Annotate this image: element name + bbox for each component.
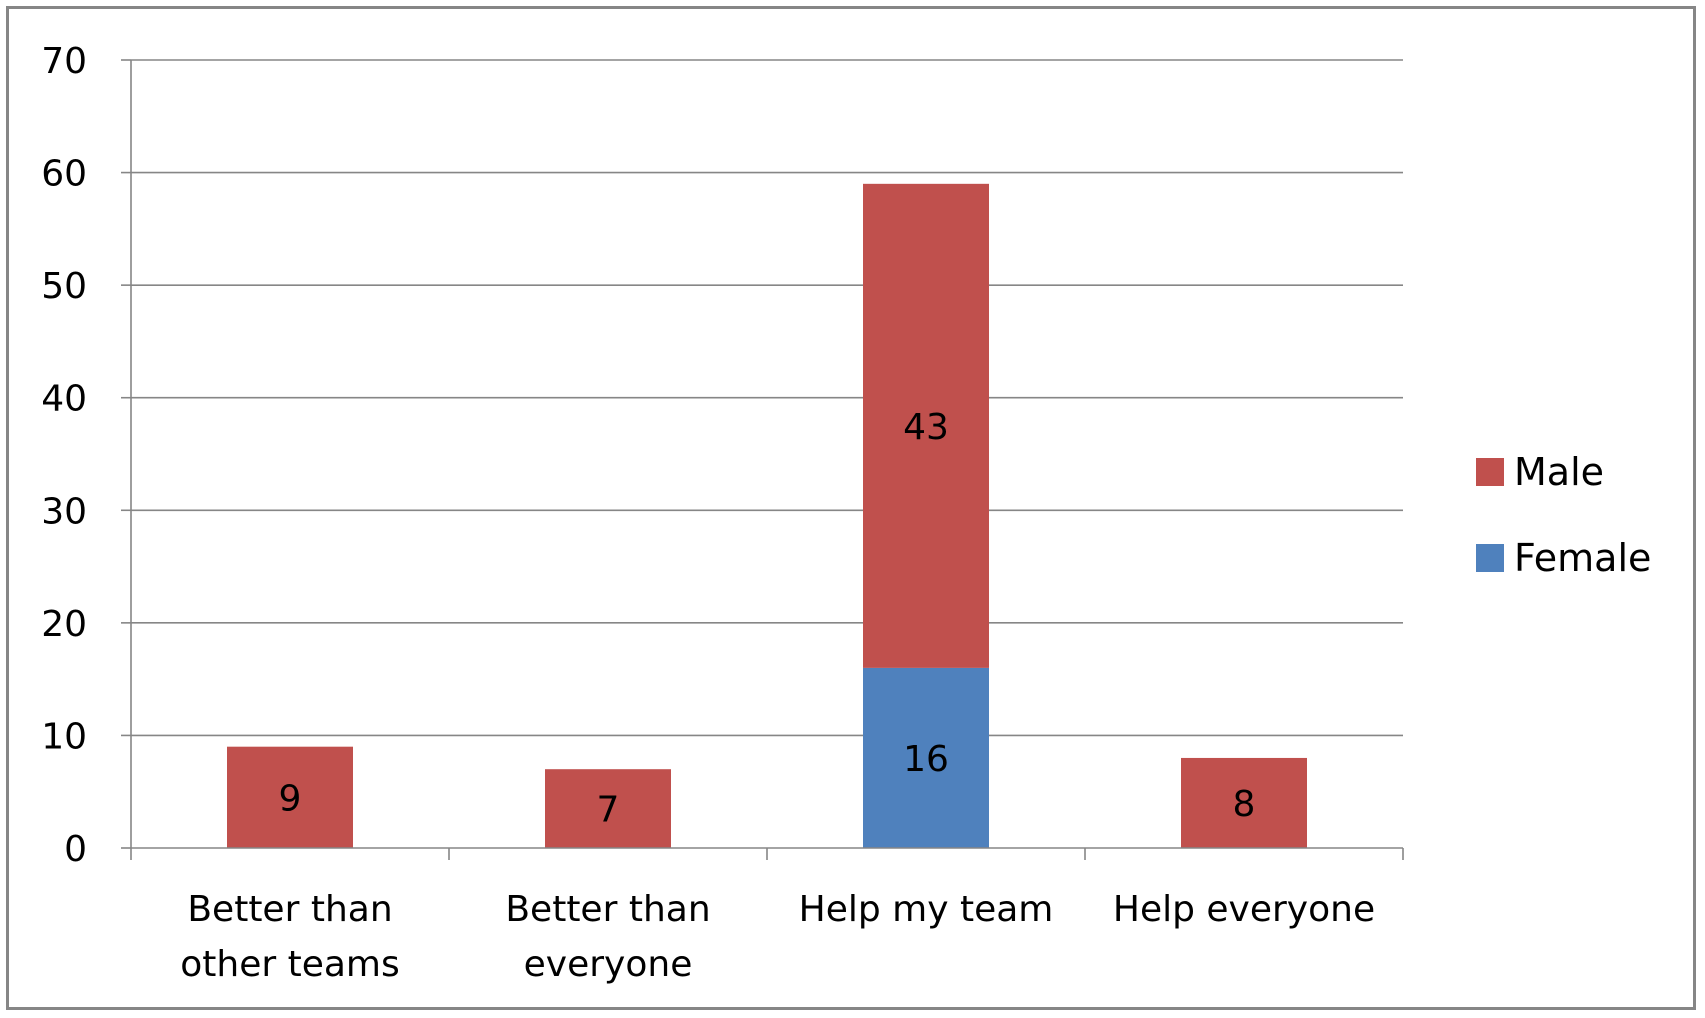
data-label-male: 43 xyxy=(903,407,949,448)
y-tick-label: 30 xyxy=(41,491,87,532)
bar-male xyxy=(1181,757,1307,848)
legend: Male Female xyxy=(1476,450,1651,580)
data-label-female: 16 xyxy=(903,739,949,780)
x-axis-category-labels: Better than other teams Better than everyon… xyxy=(180,889,1375,985)
x-category-label: other teams xyxy=(180,944,400,985)
bar-male xyxy=(227,746,353,848)
x-category-label: Help everyone xyxy=(1113,889,1375,930)
y-tick-label: 60 xyxy=(41,154,87,195)
x-category-label: Better than xyxy=(187,889,392,930)
x-category-label: Help my team xyxy=(799,889,1054,930)
x-axis xyxy=(130,847,1404,860)
y-tick-label: 0 xyxy=(64,829,87,870)
y-tick-label: 50 xyxy=(41,266,87,307)
gridlines xyxy=(131,59,1403,737)
legend-swatch-male xyxy=(1476,458,1504,486)
x-category-label: Better than xyxy=(505,889,710,930)
data-label-male: 9 xyxy=(279,778,302,819)
y-tick-label: 20 xyxy=(41,604,87,645)
data-label-male: 7 xyxy=(597,790,620,831)
bars xyxy=(227,183,1307,848)
legend-label-female: Female xyxy=(1514,536,1651,580)
data-label-male: 8 xyxy=(1233,784,1256,825)
x-category-label: everyone xyxy=(524,944,693,985)
legend-swatch-female xyxy=(1476,544,1504,572)
bar-female xyxy=(863,667,989,848)
legend-label-male: Male xyxy=(1514,450,1604,494)
y-tick-label: 70 xyxy=(41,41,87,82)
bar-male xyxy=(863,183,989,668)
bar-male xyxy=(545,769,671,848)
y-axis-tick-labels: 0 10 20 30 40 50 60 70 xyxy=(41,41,131,870)
y-tick-label: 40 xyxy=(41,379,87,420)
data-labels: 9 7 16 43 8 xyxy=(279,407,1256,831)
y-tick-label: 10 xyxy=(41,716,87,757)
